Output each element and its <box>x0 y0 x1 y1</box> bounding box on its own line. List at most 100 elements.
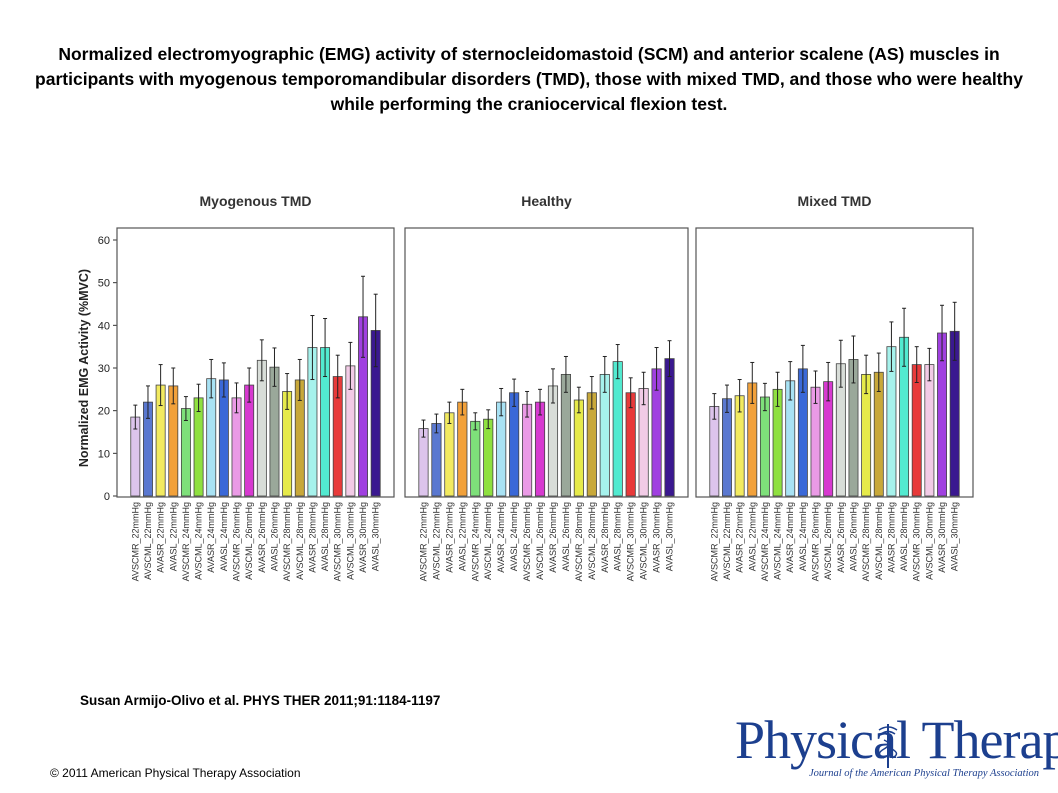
x-tick-label: AVASL_30mmHg <box>371 502 381 571</box>
x-tick-label: AVSCML_24mmHg <box>194 502 204 580</box>
y-tick-label: 50 <box>98 278 110 290</box>
x-tick-label: AVSCML_28mmHg <box>874 502 884 580</box>
bar <box>625 392 636 497</box>
x-tick-label: AVSCMR_26mmHg <box>811 502 821 581</box>
panel-title: Healthy <box>521 193 572 209</box>
bar <box>193 397 204 497</box>
bar <box>612 361 623 497</box>
x-tick-label: AVSCML_28mmHg <box>295 502 305 580</box>
x-tick-label: AVASR_30mmHg <box>358 502 368 573</box>
x-tick-label: AVSCMR_28mmHg <box>861 502 871 581</box>
x-tick-label: AVSCML_22mmHg <box>143 502 153 580</box>
bar <box>470 420 481 497</box>
x-tick-label: AVSCML_30mmHg <box>639 502 649 580</box>
x-tick-label: AVSCMR_24mmHg <box>760 502 770 581</box>
x-tick-label: AVSCML_28mmHg <box>587 502 597 580</box>
slide-title: Normalized electromyographic (EMG) activ… <box>35 44 1023 114</box>
x-tick-label: AVASR_24mmHg <box>496 502 506 573</box>
bar <box>573 399 584 497</box>
y-tick-label: 20 <box>98 406 110 418</box>
bar <box>483 418 494 497</box>
x-tick-label: AVSCMR_24mmHg <box>470 502 480 581</box>
y-tick-label: 0 <box>104 491 110 503</box>
x-tick-label: AVSCMR_28mmHg <box>282 502 292 581</box>
x-tick-label: AVSCMR_26mmHg <box>232 502 242 581</box>
panel-title: Mixed TMD <box>798 193 872 209</box>
x-tick-label: AVSCML_24mmHg <box>773 502 783 580</box>
bar <box>444 412 455 497</box>
bar <box>522 403 533 497</box>
x-tick-label: AVSCMR_30mmHg <box>626 502 636 581</box>
x-tick-label: AVASR_30mmHg <box>652 502 662 573</box>
bar <box>924 364 935 497</box>
x-tick-label: AVSCML_26mmHg <box>244 502 254 580</box>
caduceus-icon <box>878 724 898 768</box>
x-tick-label: AVSCMR_22mmHg <box>418 502 428 581</box>
bar <box>664 358 675 497</box>
x-tick-label: AVASR_24mmHg <box>785 502 795 573</box>
y-tick-label: 60 <box>98 235 110 247</box>
y-axis-label: Normalized EMG Activity (%MVC) <box>77 269 91 467</box>
bar <box>418 428 429 497</box>
bar <box>709 405 720 497</box>
x-tick-label: AVSCML_22mmHg <box>431 502 441 580</box>
x-tick-label: AVASL_24mmHg <box>509 502 519 571</box>
x-tick-label: AVSCMR_22mmHg <box>130 502 140 581</box>
x-tick-label: AVASR_28mmHg <box>600 502 610 573</box>
x-tick-label: AVASL_26mmHg <box>848 502 858 571</box>
x-tick-label: AVSCML_26mmHg <box>535 502 545 580</box>
x-tick-label: AVSCMR_28mmHg <box>574 502 584 581</box>
x-tick-label: AVSCMR_30mmHg <box>333 502 343 581</box>
bar <box>534 401 546 497</box>
x-tick-label: AVASR_26mmHg <box>836 502 846 573</box>
x-tick-label: AVSCMR_26mmHg <box>522 502 532 581</box>
x-tick-label: AVASL_24mmHg <box>798 502 808 571</box>
x-tick-label: AVSCML_26mmHg <box>823 502 833 580</box>
citation: Susan Armijo-Olivo et al. PHYS THER 2011… <box>80 693 441 708</box>
x-tick-label: AVASR_28mmHg <box>307 502 317 573</box>
x-tick-label: AVSCMR_24mmHg <box>181 502 191 581</box>
y-tick-label: 10 <box>98 448 110 460</box>
x-tick-label: AVASL_28mmHg <box>899 502 909 571</box>
bar <box>911 364 922 497</box>
bar <box>759 396 770 497</box>
x-tick-label: AVASL_28mmHg <box>613 502 623 571</box>
x-tick-label: AVASL_24mmHg <box>219 502 229 571</box>
bar <box>722 398 732 497</box>
logo-tagline: Journal of the American Physical Therapy… <box>809 768 1040 779</box>
bar <box>509 392 520 497</box>
x-tick-label: AVASR_26mmHg <box>548 502 558 573</box>
x-tick-label: AVASR_26mmHg <box>257 502 267 573</box>
physical-therapy-logo: Physical Therapy Journal of the American… <box>735 710 1058 784</box>
x-tick-label: AVASL_26mmHg <box>561 502 571 571</box>
bar <box>180 408 191 497</box>
logo-name: Physical Therapy <box>735 710 1058 770</box>
x-tick-label: AVASR_22mmHg <box>156 502 166 573</box>
bar <box>457 401 468 497</box>
x-tick-label: AVASR_22mmHg <box>735 502 745 573</box>
bar <box>431 423 442 497</box>
y-tick-label: 40 <box>98 320 110 332</box>
y-tick-label: 30 <box>98 363 110 375</box>
copyright: © 2011 American Physical Therapy Associa… <box>50 766 301 780</box>
panel-title: Myogenous TMD <box>200 193 312 209</box>
x-tick-label: AVASR_24mmHg <box>206 502 216 573</box>
x-tick-label: AVASL_26mmHg <box>269 502 279 571</box>
emg-bar-chart: Normalized EMG Activity (%MVC) 0 10 20 30 40 5… <box>77 193 974 581</box>
x-tick-label: AVASL_22mmHg <box>747 502 757 571</box>
x-tick-label: AVASL_22mmHg <box>168 502 178 571</box>
x-tick-label: AVSCMR_22mmHg <box>709 502 719 581</box>
x-tick-label: AVASL_30mmHg <box>950 502 960 571</box>
x-tick-label: AVSCMR_30mmHg <box>912 502 922 581</box>
x-tick-label: AVSCML_22mmHg <box>722 502 732 580</box>
x-tick-label: AVASR_28mmHg <box>886 502 896 573</box>
x-tick-label: AVASR_30mmHg <box>937 502 947 573</box>
x-tick-label: AVASR_22mmHg <box>444 502 454 573</box>
x-tick-label: AVSCML_30mmHg <box>924 502 934 580</box>
x-tick-label: AVSCML_24mmHg <box>483 502 493 580</box>
x-tick-label: AVSCML_30mmHg <box>345 502 355 580</box>
x-tick-label: AVASL_30mmHg <box>665 502 675 571</box>
